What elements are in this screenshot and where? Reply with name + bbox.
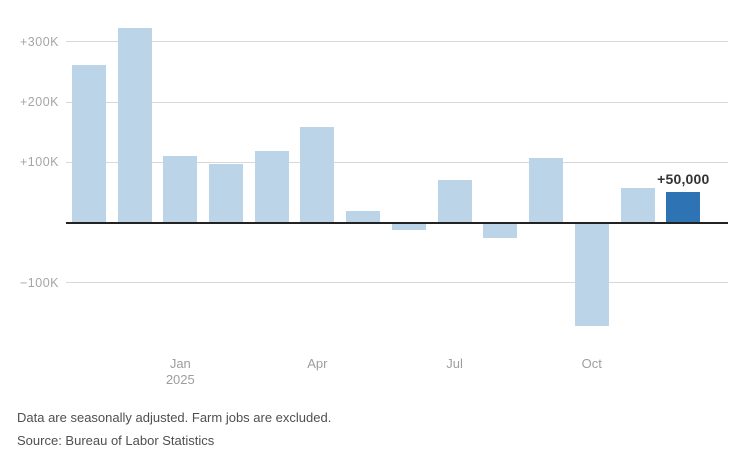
zero-axis-line [66,221,728,224]
bar-mar-2025 [254,150,289,223]
chart-footer: Data are seasonally adjusted. Farm jobs … [17,410,331,455]
x-tick-jan-2025: Jan 2025 [135,356,225,389]
gridline--200k [66,101,728,103]
gridline--100k [66,282,728,284]
bar-oct-2025 [574,222,609,326]
x-tick-line: Jan [169,355,191,371]
bar-jan-2025 [163,155,198,223]
x-tick-line: Oct [581,355,602,371]
y-tick-label: +200K [20,95,59,110]
y-tick-label: −100K [20,275,59,290]
footnote: Data are seasonally adjusted. Farm jobs … [17,410,332,425]
x-tick-line: 2025 [165,372,195,387]
bar-may-2025 [346,211,381,223]
x-tick-line: Jul [446,355,463,371]
x-tick-apr: Apr [272,356,362,373]
bar-jul-2025 [437,180,472,223]
bar-sep-2025 [529,158,564,223]
bar-dec-2024 [117,28,152,223]
bar-nov-2025 [620,188,655,223]
gridline--100k [66,161,728,163]
y-tick-label: +300K [20,34,59,49]
bar-nov-2024 [71,65,106,223]
x-tick-oct: Oct [547,356,637,373]
gridline--300k [66,41,728,43]
bar-feb-2025 [209,164,243,223]
source-credit: Source: Bureau of Labor Statistics [17,432,215,448]
bar-jun-2025 [391,222,426,231]
bar-value-label: +50,000 [657,171,710,187]
chart-area: +50,000 +300K +200K +100K −100K Jan 2025 Apr Ju… [20,28,728,389]
y-tick-label: +100K [20,155,59,170]
x-tick-line: Apr [307,355,328,371]
bar-apr-2025 [300,127,335,223]
x-tick-jul: Jul [410,356,500,373]
bar-dec-2025 [666,192,701,223]
bar-aug-2025 [483,222,518,239]
